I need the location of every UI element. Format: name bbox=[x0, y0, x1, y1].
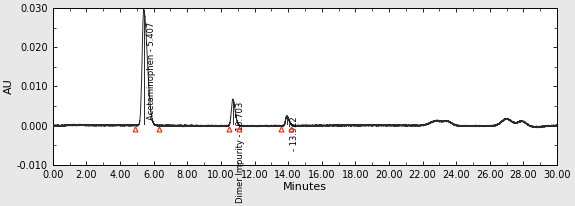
X-axis label: Minutes: Minutes bbox=[283, 183, 327, 192]
Text: Acetaminophen - 5.407: Acetaminophen - 5.407 bbox=[147, 22, 156, 120]
Y-axis label: AU: AU bbox=[4, 79, 14, 94]
Text: Dimer Impurity - 10.703: Dimer Impurity - 10.703 bbox=[236, 101, 246, 203]
Text: - 13.922: - 13.922 bbox=[290, 116, 299, 151]
